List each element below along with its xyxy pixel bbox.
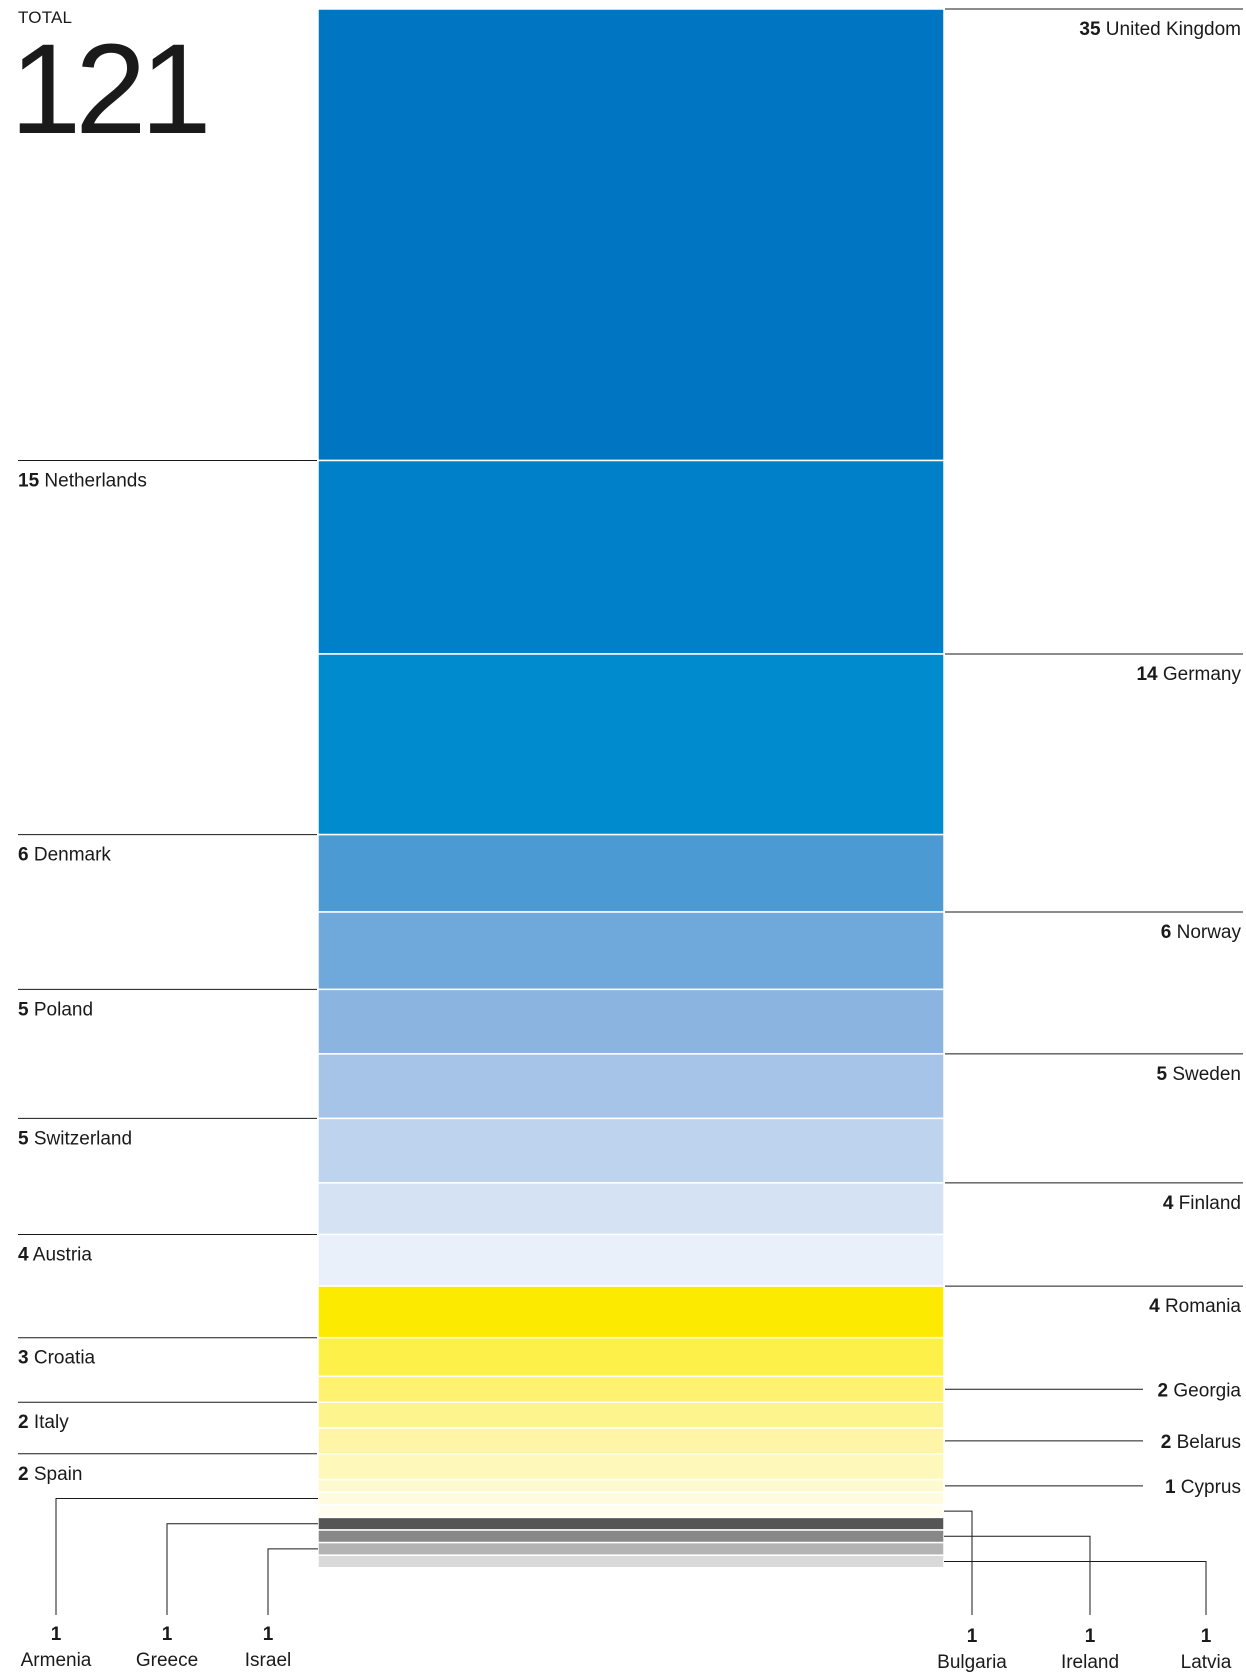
label-israel: 1 Israel <box>245 1624 291 1671</box>
bar-segment-latvia <box>317 1554 945 1569</box>
svg-text:1: 1 <box>51 1624 62 1645</box>
bar-segment-switzerland <box>317 1117 945 1184</box>
svg-text:1: 1 <box>263 1624 274 1645</box>
bar-segment-croatia <box>317 1336 945 1378</box>
label-greece: 1 Greece <box>136 1624 198 1671</box>
bar-segment-spain <box>317 1453 945 1481</box>
leader-israel <box>267 1548 318 1615</box>
bar-segment-germany <box>317 653 945 836</box>
leader-bulgaria <box>944 1510 973 1615</box>
label-netherlands: 15 Netherlands <box>18 471 147 492</box>
label-poland: 5 Poland <box>18 999 93 1020</box>
label-spain: 2 Spain <box>18 1464 82 1485</box>
label-italy: 2 Italy <box>18 1412 69 1433</box>
bar-segment-ireland <box>317 1529 945 1544</box>
bar-segment-sweden <box>317 1053 945 1120</box>
label-latvia: 1 Latvia <box>1181 1626 1232 1673</box>
bar-segment-belarus <box>317 1427 945 1455</box>
label-belarus: 2 Belarus <box>1161 1432 1241 1453</box>
bar-segment-denmark <box>317 833 945 913</box>
svg-text:Armenia: Armenia <box>21 1650 92 1671</box>
label-ireland: 1 Ireland <box>1061 1626 1119 1673</box>
leader-ireland <box>944 1535 1091 1615</box>
label-austria: 4 Austria <box>18 1245 92 1266</box>
label-georgia: 2 Georgia <box>1158 1380 1242 1401</box>
label-switzerland: 5 Switzerland <box>18 1128 132 1149</box>
svg-text:Greece: Greece <box>136 1650 198 1671</box>
svg-text:Israel: Israel <box>245 1650 291 1671</box>
bar-segment-romania <box>317 1285 945 1339</box>
bar-segment-norway <box>317 911 945 991</box>
bar-segment-greece <box>317 1516 945 1531</box>
label-denmark: 6 Denmark <box>18 845 111 866</box>
leader-greece <box>166 1523 318 1615</box>
label-bulgaria: 1 Bulgaria <box>937 1626 1007 1673</box>
svg-text:Ireland: Ireland <box>1061 1652 1119 1673</box>
svg-text:Latvia: Latvia <box>1181 1652 1232 1673</box>
svg-text:1: 1 <box>1085 1626 1096 1647</box>
svg-text:1: 1 <box>967 1626 978 1647</box>
bar-segment-finland <box>317 1182 945 1236</box>
label-norway: 6 Norway <box>1161 922 1242 943</box>
bar-segment-armenia <box>317 1491 945 1506</box>
bar-segment-poland <box>317 988 945 1055</box>
svg-text:Bulgaria: Bulgaria <box>937 1652 1007 1673</box>
bar-segment-israel <box>317 1541 945 1556</box>
leader-armenia <box>55 1498 318 1615</box>
label-finland: 4 Finland <box>1163 1193 1241 1214</box>
svg-text:1: 1 <box>1201 1626 1212 1647</box>
leader-latvia <box>944 1561 1207 1615</box>
bar-segment-netherlands <box>317 459 945 655</box>
bar-segment-austria <box>317 1233 945 1287</box>
bar-segment-bulgaria <box>317 1504 945 1519</box>
label-croatia: 3 Croatia <box>18 1348 96 1369</box>
label-germany: 14 Germany <box>1136 664 1241 685</box>
bar-segment-cyprus <box>317 1478 945 1493</box>
svg-text:1: 1 <box>162 1624 173 1645</box>
label-sweden: 5 Sweden <box>1156 1064 1241 1085</box>
label-united-kingdom: 35 United Kingdom <box>1079 19 1241 40</box>
bar-segment-italy <box>317 1401 945 1429</box>
label-romania: 4 Romania <box>1149 1296 1241 1317</box>
total-value: 121 <box>10 18 212 161</box>
label-armenia: 1 Armenia <box>21 1624 92 1671</box>
label-cyprus: 1 Cyprus <box>1165 1477 1241 1498</box>
bar-segment-united-kingdom <box>317 8 945 462</box>
total-label: TOTAL <box>18 8 73 27</box>
bar-segment-georgia <box>317 1375 945 1403</box>
